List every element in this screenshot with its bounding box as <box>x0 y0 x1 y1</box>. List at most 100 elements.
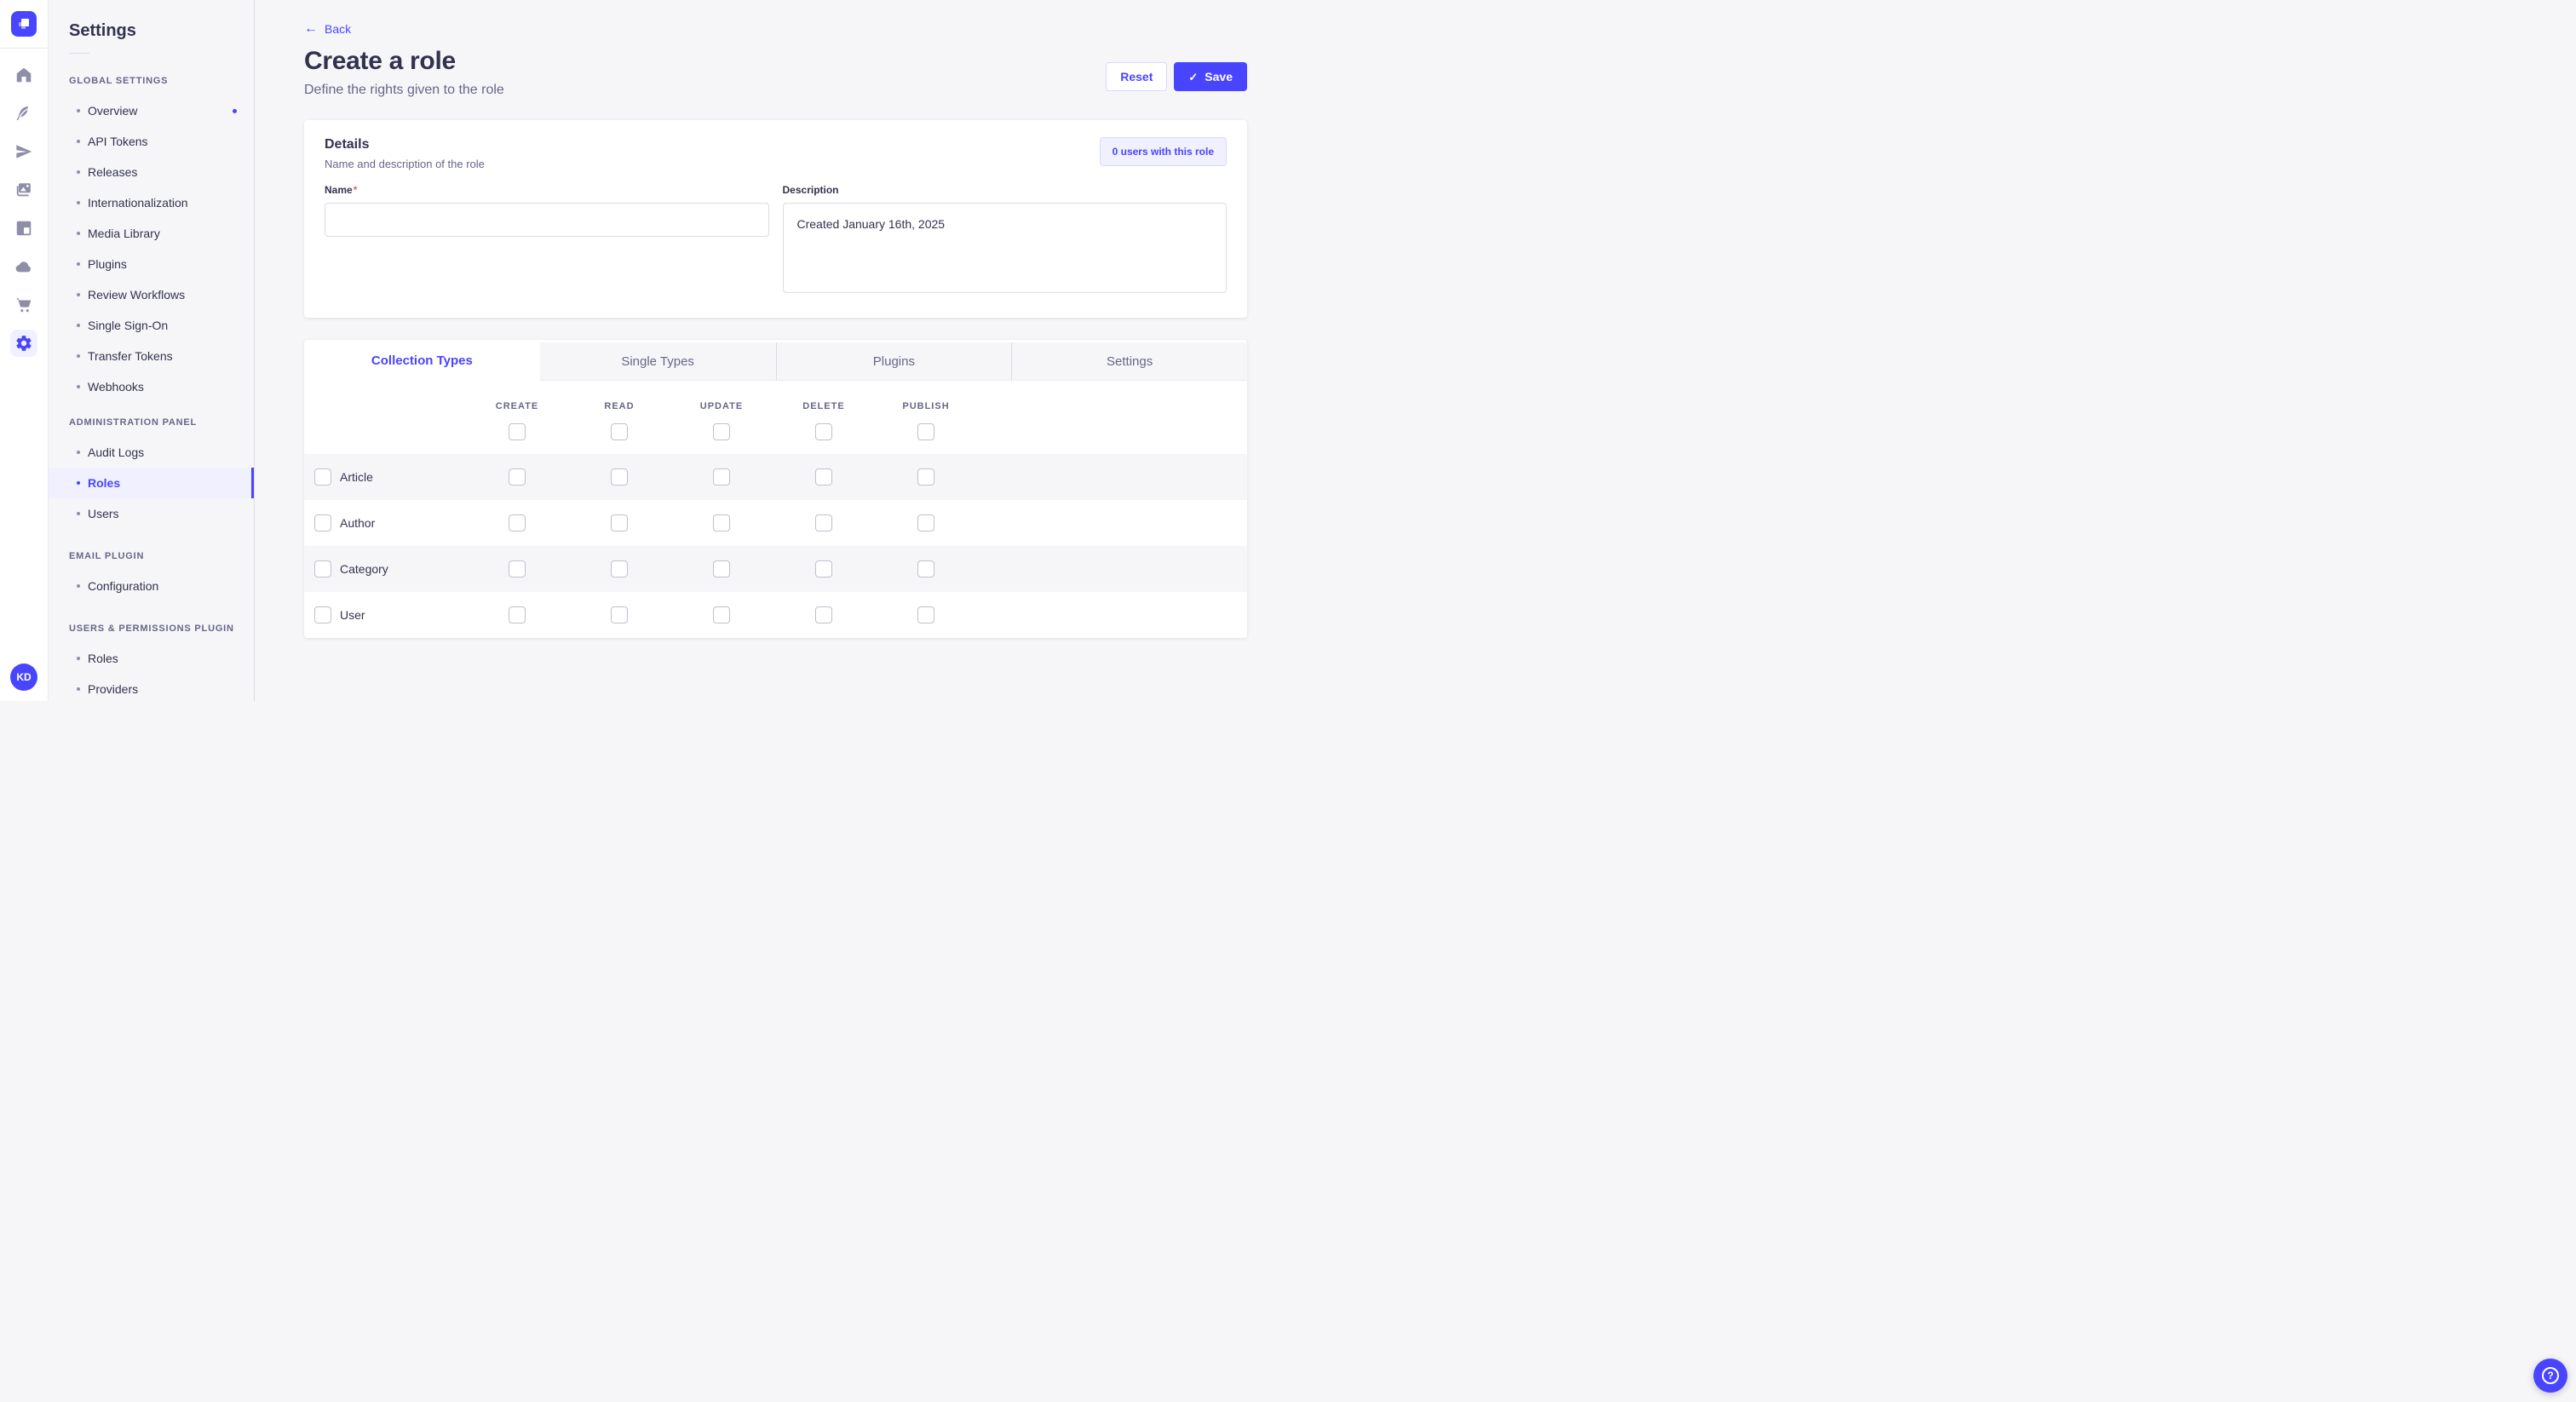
user-create-checkbox[interactable] <box>509 606 526 623</box>
permission-cell <box>670 468 773 486</box>
strapi-logo[interactable] <box>11 11 37 37</box>
permission-cell <box>875 606 977 623</box>
select-all-read-checkbox[interactable] <box>611 423 628 440</box>
article-delete-checkbox[interactable] <box>815 468 832 486</box>
sidebar-item-overview[interactable]: Overview <box>49 95 254 126</box>
permission-cell <box>670 514 773 531</box>
select-all-delete-checkbox[interactable] <box>815 423 832 440</box>
author-create-checkbox[interactable] <box>509 514 526 531</box>
media-library-icon[interactable] <box>10 176 37 204</box>
save-button[interactable]: ✓ Save <box>1174 62 1247 91</box>
select-all-create-checkbox[interactable] <box>509 423 526 440</box>
sidebar-item-transfer-tokens[interactable]: Transfer Tokens <box>49 341 254 371</box>
layout-icon[interactable] <box>10 215 37 242</box>
users-with-role-button[interactable]: 0 users with this role <box>1099 137 1227 166</box>
sidebar-item-media-library[interactable]: Media Library <box>49 218 254 249</box>
permission-row-category: Category <box>304 546 1247 592</box>
user-read-checkbox[interactable] <box>611 606 628 623</box>
article-update-checkbox[interactable] <box>713 468 730 486</box>
subnav-divider <box>69 53 89 54</box>
user-publish-checkbox[interactable] <box>917 606 934 623</box>
sidebar-section-label: ADMINISTRATION PANEL <box>69 417 198 428</box>
sidebar-item-audit-logs[interactable]: Audit Logs <box>49 437 254 468</box>
select-all-publish-checkbox[interactable] <box>917 423 934 440</box>
sidebar-item-label: Plugins <box>88 257 127 271</box>
category-delete-checkbox[interactable] <box>815 560 832 577</box>
category-publish-checkbox[interactable] <box>917 560 934 577</box>
row-label: User <box>340 608 365 622</box>
category-update-checkbox[interactable] <box>713 560 730 577</box>
select-article-checkbox[interactable] <box>314 468 331 486</box>
main-content: ← Back Create a role Define the rights g… <box>255 0 1288 701</box>
sidebar-item-label: Single Sign-On <box>88 319 169 332</box>
bullet-icon <box>77 584 80 588</box>
back-arrow-icon: ← <box>304 21 318 36</box>
tab-settings[interactable]: Settings <box>1011 342 1247 381</box>
permission-cell <box>875 514 977 531</box>
sidebar-item-api-tokens[interactable]: API Tokens <box>49 126 254 157</box>
tab-collection-types[interactable]: Collection Types <box>304 340 540 381</box>
row-label-spacer <box>304 401 466 411</box>
row-label-cell: Author <box>304 514 466 531</box>
sidebar-item-internationalization[interactable]: Internationalization <box>49 187 254 218</box>
user-delete-checkbox[interactable] <box>815 606 832 623</box>
help-button[interactable]: ? <box>2533 1359 2567 1393</box>
details-title: Details <box>325 137 370 152</box>
sidebar-item-releases[interactable]: Releases <box>49 157 254 187</box>
permissions-card: Collection Types Single Types Plugins Setti… <box>304 340 1247 638</box>
sidebar-item-roles[interactable]: Roles <box>49 643 254 674</box>
content-icon[interactable] <box>10 100 37 127</box>
description-field-label: Description <box>782 184 839 196</box>
required-asterisk: * <box>353 184 358 196</box>
sidebar-item-single-sign-on[interactable]: Single Sign-On <box>49 310 254 341</box>
home-icon[interactable] <box>10 61 37 89</box>
user-update-checkbox[interactable] <box>713 606 730 623</box>
permission-cell <box>670 560 773 577</box>
send-icon[interactable] <box>10 138 37 165</box>
reset-button[interactable]: Reset <box>1106 62 1168 91</box>
description-textarea[interactable]: Created January 16th, 2025 <box>782 203 1227 293</box>
tab-plugins[interactable]: Plugins <box>775 342 1012 381</box>
tab-single-types[interactable]: Single Types <box>539 342 776 381</box>
marketplace-cart-icon[interactable] <box>10 291 37 319</box>
sidebar-item-webhooks[interactable]: Webhooks <box>49 371 254 402</box>
column-header-label: PUBLISH <box>902 401 950 411</box>
select-category-checkbox[interactable] <box>314 560 331 577</box>
permission-row-user: User <box>304 592 1247 638</box>
author-delete-checkbox[interactable] <box>815 514 832 531</box>
name-input[interactable] <box>325 203 769 237</box>
sidebar-item-label: Providers <box>88 682 139 696</box>
sidebar-item-roles[interactable]: Roles <box>49 468 254 498</box>
permission-cell <box>568 514 670 531</box>
author-read-checkbox[interactable] <box>611 514 628 531</box>
author-publish-checkbox[interactable] <box>917 514 934 531</box>
user-avatar[interactable]: KD <box>10 664 37 691</box>
permission-cell <box>568 560 670 577</box>
category-read-checkbox[interactable] <box>611 560 628 577</box>
permission-cell <box>773 560 875 577</box>
sidebar-item-label: Releases <box>88 165 138 179</box>
permission-cell <box>466 468 568 486</box>
article-read-checkbox[interactable] <box>611 468 628 486</box>
select-all-update-checkbox[interactable] <box>713 423 730 440</box>
author-update-checkbox[interactable] <box>713 514 730 531</box>
notification-dot-icon <box>233 108 237 113</box>
sidebar-item-users[interactable]: Users <box>49 498 254 529</box>
cloud-icon[interactable] <box>10 253 37 280</box>
category-create-checkbox[interactable] <box>509 560 526 577</box>
sidebar-item-providers[interactable]: Providers <box>49 674 254 701</box>
select-user-checkbox[interactable] <box>314 606 331 623</box>
article-create-checkbox[interactable] <box>509 468 526 486</box>
row-label-cell: User <box>304 606 466 623</box>
select-author-checkbox[interactable] <box>314 514 331 531</box>
sidebar-item-label: Media Library <box>88 227 160 240</box>
bullet-icon <box>77 512 80 515</box>
article-publish-checkbox[interactable] <box>917 468 934 486</box>
sidebar-item-plugins[interactable]: Plugins <box>49 249 254 279</box>
sidebar-item-configuration[interactable]: Configuration <box>49 571 254 601</box>
sidebar-item-review-workflows[interactable]: Review Workflows <box>49 279 254 310</box>
back-link[interactable]: ← Back <box>304 21 351 37</box>
permission-cell <box>875 468 977 486</box>
select-all-cell <box>773 423 875 440</box>
settings-gear-icon[interactable] <box>10 330 37 357</box>
